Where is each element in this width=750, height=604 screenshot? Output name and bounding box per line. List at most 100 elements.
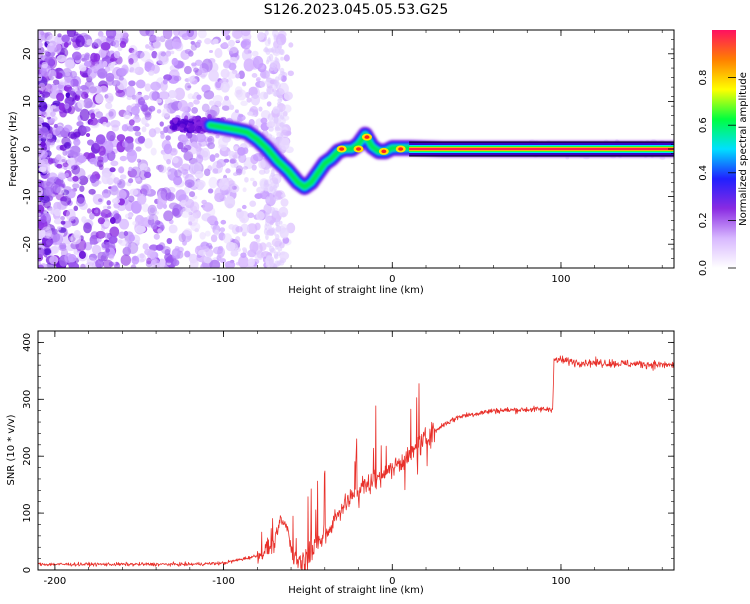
spectrogram-noise-blob <box>148 90 158 101</box>
spectrogram-noise-blob <box>158 165 167 174</box>
spectrogram-noise-blob <box>38 41 43 49</box>
spectrogram-noise-blob <box>38 30 45 39</box>
spectrogram-noise-blob <box>265 196 271 203</box>
spectrogram-noise-blob <box>83 222 92 234</box>
spectrogram-noise-blob <box>273 108 279 115</box>
spectrogram-noise-blob <box>64 102 70 110</box>
spectrogram-noise-blob <box>203 255 212 264</box>
spectrogram-noise-blob <box>277 41 283 49</box>
spectrogram-noise-blob <box>204 230 211 237</box>
spectrogram-noise-blob <box>222 233 233 244</box>
spectrogram-noise-blob <box>166 158 171 165</box>
spectrogram-noise-blob <box>171 207 180 217</box>
spectrogram-noise-blob <box>53 123 58 129</box>
spectrogram-noise-blob <box>269 65 275 72</box>
spectrogram-noise-blob <box>69 70 78 79</box>
spectrogram-noise-blob <box>61 158 66 163</box>
spectrogram-noise-blob <box>56 54 67 63</box>
spectrogram-x-axis-label: Height of straight line (km) <box>288 285 424 296</box>
spectrogram-noise-blob <box>144 248 153 256</box>
spectrogram-noise-blob <box>123 230 129 237</box>
ridge-hotspot-core <box>356 147 362 151</box>
spectrogram-noise-blob <box>141 117 148 125</box>
spectrogram-noise-blob <box>274 56 278 63</box>
spectrogram-noise-blob <box>128 178 134 184</box>
spectrogram-noise-blob <box>177 141 184 150</box>
spectrogram-noise-blob <box>229 158 237 164</box>
spectrogram-noise-blob <box>269 186 274 192</box>
spectrogram-noise-blob <box>180 207 191 219</box>
spectrogram-noise-blob <box>90 112 96 120</box>
spectrogram-noise-blob <box>143 94 150 101</box>
spectrogram-noise-blob <box>47 133 53 140</box>
spectrogram-noise-blob <box>76 121 84 127</box>
spectrogram-noise-blob <box>160 187 172 201</box>
spectrogram-noise-blob <box>188 50 194 57</box>
spectrogram-noise-blob <box>188 211 193 216</box>
spectrogram-noise-blob <box>65 71 71 77</box>
spectrogram-noise-blob <box>98 145 106 156</box>
spectrogram-noise-blob <box>279 67 285 74</box>
spectrogram-noise-blob <box>167 89 177 99</box>
spectrogram-noise-blob <box>178 30 189 38</box>
spectrogram-noise-blob <box>235 165 244 174</box>
spectrogram-noise-blob <box>106 130 116 142</box>
spectrogram-noise-blob <box>207 137 213 142</box>
spectrogram-noise-blob <box>240 40 251 50</box>
spectrogram-noise-blob <box>188 191 196 198</box>
spectrogram-noise-blob <box>172 117 179 122</box>
spectrogram-noise-blob <box>97 155 104 163</box>
spectrogram-noise-blob <box>249 200 257 207</box>
spectrogram-noise-blob <box>105 248 111 253</box>
spectrogram-noise-blob <box>108 261 115 267</box>
spectrogram-noise-blob <box>86 139 95 146</box>
spectrogram-noise-blob <box>51 228 58 235</box>
spectrogram-noise-blob <box>67 131 76 139</box>
spectrogram-noise-blob <box>95 111 104 119</box>
spectrogram-noise-blob <box>80 263 86 268</box>
spectrogram-noise-blob <box>57 33 62 38</box>
spectrogram-noise-blob <box>191 62 197 67</box>
spectrogram-noise-blob <box>191 141 198 147</box>
carrier-band-core <box>409 148 674 150</box>
spectrogram-noise-blob <box>280 198 289 207</box>
spectrogram-noise-blob <box>144 112 152 121</box>
spectrogram-noise-blob <box>218 136 229 148</box>
spectrogram-noise-blob <box>203 90 215 100</box>
spectrogram-noise-blob <box>56 163 63 169</box>
colorbar-tick-label: 0.8 <box>698 70 709 86</box>
spectrogram-noise-blob <box>119 40 127 48</box>
spectrogram-noise-blob <box>125 86 136 98</box>
spectrogram-noise-blob <box>95 93 104 104</box>
spectrogram-noise-blob <box>111 124 119 132</box>
spectrogram-noise-blob <box>150 147 157 156</box>
spectrogram-noise-blob <box>274 260 280 268</box>
spectrogram-noise-blob <box>148 128 157 138</box>
spectrogram-noise-blob <box>71 165 78 170</box>
spectrogram-noise-blob <box>51 42 62 54</box>
spectrogram-noise-blob <box>221 105 230 111</box>
spectrogram-noise-blob <box>273 139 279 146</box>
spectrogram-noise-blob <box>38 101 48 112</box>
snr-series-line <box>38 355 674 570</box>
spectrogram-noise-blob <box>38 36 45 43</box>
spectrogram-noise-blob <box>189 215 196 222</box>
spectrogram-noise-blob <box>131 49 139 57</box>
spectrogram-noise-blob <box>78 175 89 186</box>
spectrogram-noise-blob <box>249 241 259 253</box>
spectrogram-noise-blob <box>131 105 140 116</box>
spectrogram-noise-blob <box>274 253 279 260</box>
spectrogram-noise-blob <box>88 188 96 195</box>
spectrogram-noise-blob <box>137 193 147 205</box>
spectrogram-noise-blob <box>97 68 108 79</box>
spectrogram-noise-blob <box>191 107 199 114</box>
spectrogram-noise-blob <box>157 193 168 207</box>
spectrogram-noise-blob <box>41 110 46 116</box>
spectrogram-noise-blob <box>252 180 258 187</box>
spectrogram-noise-blob <box>139 252 145 259</box>
spectrogram-noise-blob <box>66 188 76 199</box>
spectrogram-noise-blob <box>183 65 192 75</box>
spectrogram-noise-blob <box>155 244 164 251</box>
spectrogram-noise-blob <box>251 50 259 57</box>
spectrogram-noise-blob <box>221 30 230 37</box>
